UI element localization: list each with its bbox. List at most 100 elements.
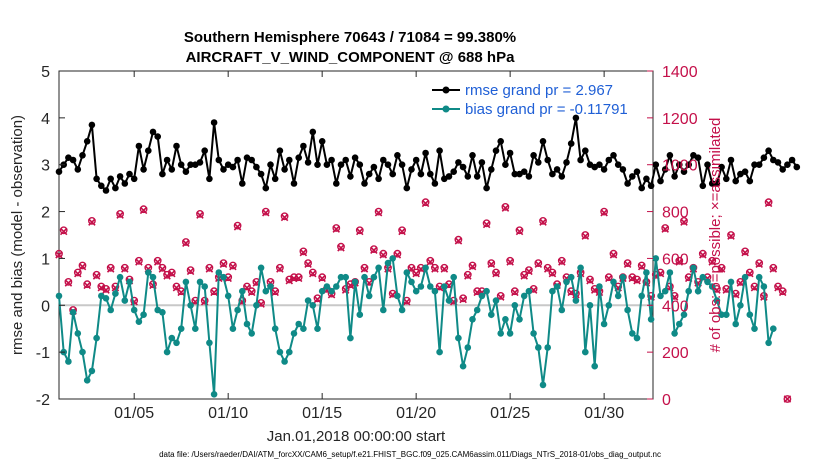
bias-point xyxy=(586,302,594,309)
obs-possible-point xyxy=(539,216,547,225)
bias-point xyxy=(394,292,401,300)
bias-point xyxy=(723,311,730,319)
bias-point xyxy=(450,273,458,281)
obs-possible-point xyxy=(459,294,467,303)
obs-possible-point xyxy=(487,259,496,267)
x-tick-label: 01/30 xyxy=(584,405,624,422)
obs-possible-point xyxy=(167,268,176,277)
obs-assimilated-point xyxy=(633,276,641,285)
bias-point xyxy=(107,306,114,314)
rmse-point xyxy=(619,166,627,173)
obs-assimilated-point xyxy=(116,211,124,219)
y-tick-label: 5 xyxy=(41,64,50,81)
rmse-point xyxy=(549,170,556,178)
obs-assimilated-point xyxy=(299,248,308,257)
bias-point xyxy=(652,255,660,262)
rmse-point xyxy=(422,149,429,157)
rmse-point xyxy=(676,161,683,168)
obs-possible-point xyxy=(280,212,289,221)
rmse-point xyxy=(93,175,100,183)
rmse-point xyxy=(525,173,533,180)
bias-point xyxy=(582,348,589,356)
rmse-point xyxy=(506,149,514,157)
obs-possible-point xyxy=(717,263,726,272)
obs-possible-point xyxy=(247,287,256,296)
obs-assimilated-point xyxy=(459,295,467,304)
bias-point xyxy=(690,264,697,272)
bias-point xyxy=(497,330,505,337)
bias-point xyxy=(633,334,641,342)
y-tick-label: -2 xyxy=(36,392,50,409)
rmse-point xyxy=(732,177,739,185)
rmse-point xyxy=(248,156,255,164)
obs-assimilated-point xyxy=(55,251,63,259)
obs-assimilated-point xyxy=(609,251,618,259)
rmse-point xyxy=(760,154,768,161)
y-axis-right-label: # of obs: o=possible; ×=assimilated xyxy=(707,118,724,353)
bias-point xyxy=(337,273,345,281)
rmse-point xyxy=(774,159,782,166)
obs-possible-point xyxy=(421,198,430,207)
obs-assimilated-point xyxy=(276,265,284,273)
bias-point xyxy=(262,287,270,295)
rmse-point xyxy=(727,156,735,164)
bias-point xyxy=(520,292,528,300)
obs-assimilated-point xyxy=(139,206,148,215)
obs-possible-point xyxy=(637,261,646,270)
bias-point xyxy=(511,302,519,309)
bias-point xyxy=(69,309,77,316)
bias-point xyxy=(163,348,171,356)
obs-assimilated-point xyxy=(379,251,388,259)
obs-assimilated-point xyxy=(600,208,608,217)
rmse-point xyxy=(328,156,335,164)
rmse-point xyxy=(600,166,608,173)
bias-point xyxy=(591,362,598,370)
obs-possible-point xyxy=(492,268,500,277)
rmse-point xyxy=(572,114,580,122)
obs-possible-point xyxy=(398,226,406,235)
y-tick-label: 2 xyxy=(41,205,50,222)
rmse-point xyxy=(173,142,180,150)
bias-point xyxy=(483,287,490,295)
obs-possible-point xyxy=(755,259,764,267)
obs-possible-point xyxy=(600,207,608,216)
obs-possible-point xyxy=(430,263,439,272)
obs-possible-point xyxy=(64,277,73,286)
bias-point xyxy=(239,287,246,295)
bias-point xyxy=(267,283,274,290)
bias-point xyxy=(704,278,711,286)
bias-point xyxy=(309,302,317,309)
rmse-point xyxy=(126,170,133,178)
obs-possible-point xyxy=(482,219,491,228)
rmse-point xyxy=(788,156,796,164)
rmse-point xyxy=(464,173,472,180)
bias-point xyxy=(708,283,716,290)
obs-possible-point xyxy=(769,263,778,272)
obs-assimilated-point xyxy=(233,223,242,231)
rmse-point xyxy=(253,163,260,171)
obs-possible-point xyxy=(468,261,477,270)
obs-assimilated-point xyxy=(675,258,684,266)
obs-assimilated-point xyxy=(515,227,524,236)
obs-possible-point xyxy=(501,202,510,211)
rmse-point xyxy=(398,161,406,168)
bias-point xyxy=(173,339,180,347)
bias-point xyxy=(220,273,227,281)
bias-point xyxy=(182,278,190,286)
rmse-point xyxy=(624,180,631,187)
obs-possible-point xyxy=(379,249,388,258)
bias-point xyxy=(384,259,392,267)
obs-possible-point xyxy=(332,224,341,232)
obs-possible-point xyxy=(88,216,96,225)
bias-point xyxy=(478,292,486,300)
obs-possible-point xyxy=(243,282,251,291)
obs-assimilated-point xyxy=(78,262,87,271)
obs-assimilated-point xyxy=(506,258,514,266)
obs-possible-point xyxy=(308,268,317,277)
y-right-tick-label: 400 xyxy=(662,298,689,315)
obs-possible-point xyxy=(407,263,416,272)
x-tick-label: 01/25 xyxy=(490,405,530,422)
obs-possible-point xyxy=(299,247,308,256)
rmse-point xyxy=(333,180,340,187)
obs-assimilated-point xyxy=(487,260,496,269)
